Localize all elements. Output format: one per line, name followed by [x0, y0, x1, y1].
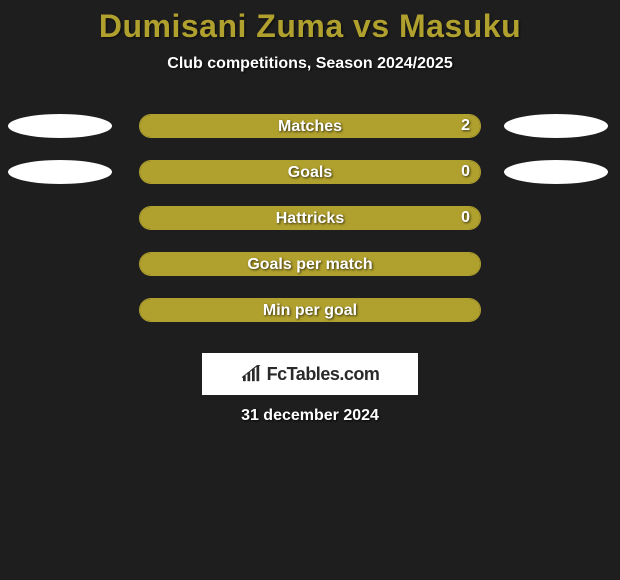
stat-row: Matches2 — [0, 103, 620, 149]
stat-bar-fill — [140, 299, 480, 321]
stat-value-right: 0 — [461, 209, 470, 227]
stat-row: Min per goal — [0, 287, 620, 333]
chart-bars-icon — [241, 365, 263, 383]
date-line: 31 december 2024 — [0, 407, 620, 425]
stat-row: Hattricks0 — [0, 195, 620, 241]
stats-rows: Matches2Goals0Hattricks0Goals per matchM… — [0, 103, 620, 333]
player-ellipse-right — [504, 114, 608, 138]
stat-bar: Goals per match — [139, 252, 481, 276]
stat-bar: Min per goal — [139, 298, 481, 322]
player-ellipse-right — [504, 160, 608, 184]
brand-inner: FcTables.com — [241, 364, 380, 385]
stat-value-right: 2 — [461, 117, 470, 135]
stat-bar-fill — [140, 207, 480, 229]
brand-box[interactable]: FcTables.com — [202, 353, 418, 395]
player-ellipse-left — [8, 114, 112, 138]
comparison-card: Dumisani Zuma vs Masuku Club competition… — [0, 0, 620, 425]
page-subtitle: Club competitions, Season 2024/2025 — [0, 55, 620, 73]
player-ellipse-left — [8, 160, 112, 184]
stat-bar-fill — [140, 115, 480, 137]
stat-row: Goals0 — [0, 149, 620, 195]
page-title: Dumisani Zuma vs Masuku — [0, 8, 620, 45]
stat-bar: Hattricks — [139, 206, 481, 230]
brand-text: FcTables.com — [267, 364, 380, 385]
stat-bar: Goals — [139, 160, 481, 184]
stat-row: Goals per match — [0, 241, 620, 287]
stat-bar: Matches — [139, 114, 481, 138]
stat-bar-fill — [140, 161, 480, 183]
stat-bar-fill — [140, 253, 480, 275]
stat-value-right: 0 — [461, 163, 470, 181]
